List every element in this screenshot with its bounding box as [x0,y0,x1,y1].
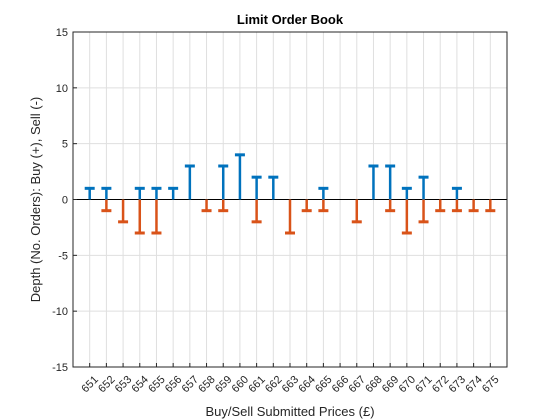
buy-stem-651 [84,186,95,200]
sell-stem-663 [285,199,295,235]
sell-stem-652 [101,199,112,213]
sell-stem-661 [251,199,262,224]
y-tick-label: 0 [62,195,68,207]
sell-stem-659 [218,199,229,213]
buy-stem-662 [268,175,279,200]
y-tick-label: -10 [52,306,68,318]
buy-stem-656 [168,186,179,200]
buy-stem-671 [418,175,429,200]
buy-stem-654 [134,186,145,200]
y-tick-label: -15 [52,362,68,374]
y-tick-label: 5 [62,139,68,151]
sell-stem-672 [435,199,446,213]
sell-stem-669 [385,199,396,213]
sell-stem-654 [134,199,145,235]
chart-title: Limit Order Book [237,12,344,27]
y-tick-label: 10 [56,83,68,95]
sell-stem-675 [485,199,496,213]
sell-stem-667 [351,199,362,224]
sell-stem-664 [301,199,312,213]
sell-stem-671 [418,199,429,224]
buy-stem-660 [234,153,245,200]
x-axis: 6516526536546556566576586596606616626636… [79,363,502,395]
sell-stem-658 [201,199,212,213]
buy-stem-673 [451,186,462,200]
y-tick-label: -5 [58,250,68,262]
buy-stem-652 [101,186,112,200]
sell-stem-674 [468,199,479,213]
stems [84,153,496,235]
buy-stem-665 [318,186,329,200]
sell-stem-653 [118,199,129,224]
sell-stem-670 [401,199,412,235]
y-axis-label: Depth (No. Orders): Buy (+), Sell (-) [28,97,43,303]
buy-stem-670 [401,186,412,200]
x-axis-label: Buy/Sell Submitted Prices (£) [205,404,374,419]
buy-stem-659 [218,164,229,200]
y-tick-label: 15 [56,27,68,39]
x-tick-label: 675 [480,374,501,395]
sell-stem-655 [151,199,162,235]
buy-stem-661 [251,175,262,200]
sell-stem-665 [318,199,329,213]
buy-stem-669 [385,164,396,200]
buy-stem-657 [184,164,195,200]
sell-stem-673 [451,199,462,213]
buy-stem-668 [368,164,379,200]
buy-stem-655 [151,186,162,200]
y-axis: -15 -10 -5 0 5 10 15 [52,27,77,374]
